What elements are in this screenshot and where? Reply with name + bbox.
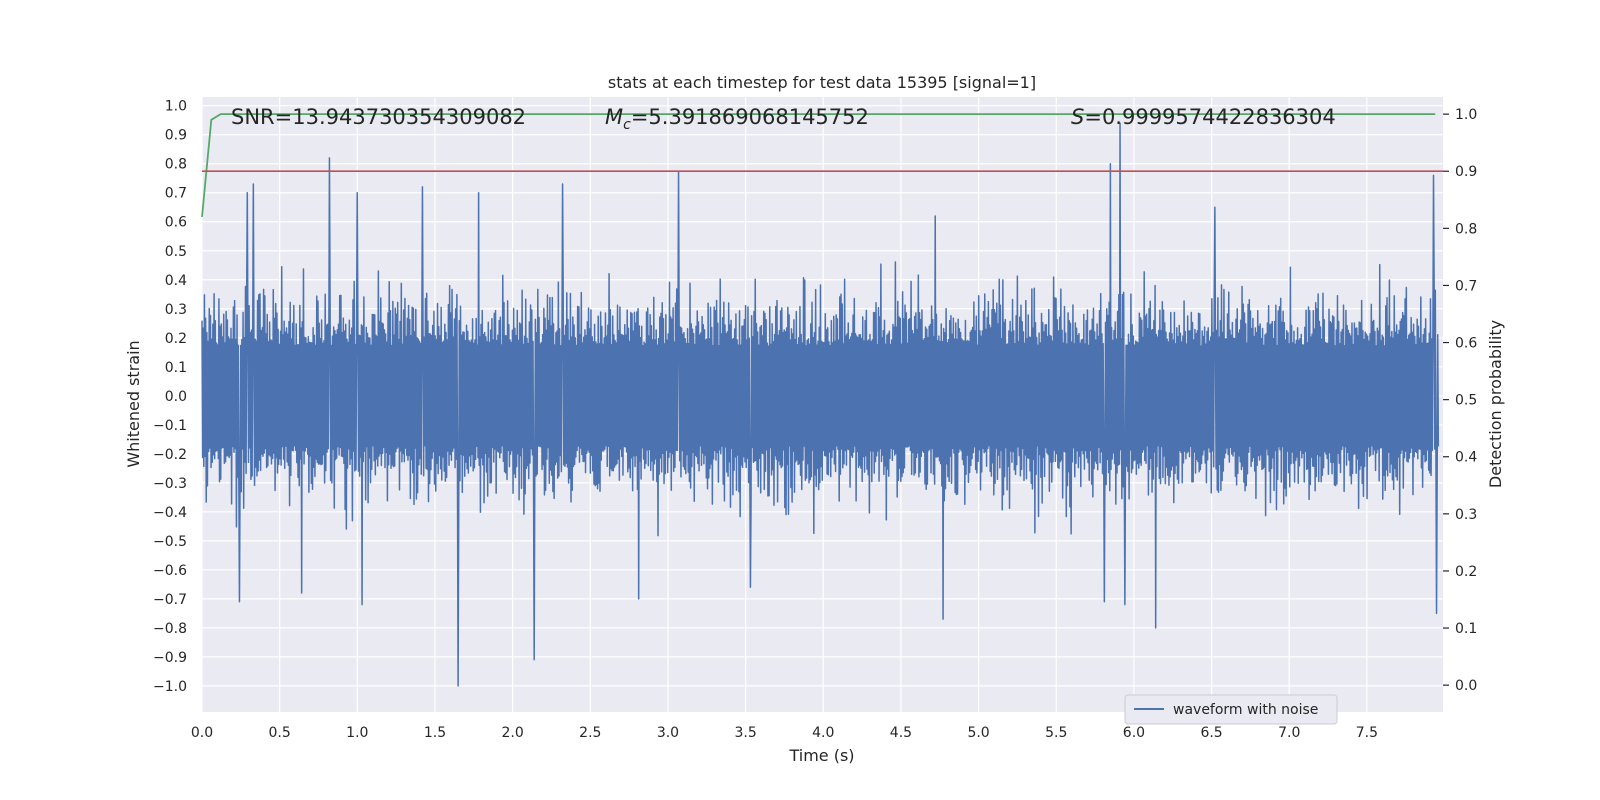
y-tick-label: 0.0 xyxy=(165,389,187,405)
series-detection-probability xyxy=(201,113,1436,218)
y-tick-label: 0.8 xyxy=(165,157,187,173)
chirp-mass-value: =5.391869068145752 xyxy=(631,105,869,129)
y-right-tick-label: 1.0 xyxy=(1455,107,1477,123)
y-right-tick-label: 0.4 xyxy=(1455,450,1477,466)
x-tick-label: 3.5 xyxy=(734,725,756,741)
chirp-mass-subscript: c xyxy=(623,117,631,133)
y-right-tick-label: 0.3 xyxy=(1455,507,1477,523)
y-axis-label: Whitened strain xyxy=(124,340,143,467)
y-tick-label: 0.3 xyxy=(165,302,187,318)
x-tick-label: 6.5 xyxy=(1200,725,1222,741)
y-tick-label: −0.5 xyxy=(153,534,187,550)
y-right-tick-label: 0.0 xyxy=(1455,678,1477,694)
detection-statistic-annotation: S=0.9999574422836304 xyxy=(1071,105,1336,129)
chirp-mass-symbol: M xyxy=(605,105,623,129)
y-tick-label: 0.1 xyxy=(165,360,187,376)
legend-label: waveform with noise xyxy=(1173,702,1318,718)
x-tick-label: 1.5 xyxy=(424,725,446,741)
x-tick-label: 7.5 xyxy=(1356,725,1378,741)
y-tick-label: 0.9 xyxy=(165,128,187,144)
y-tick-label: −0.7 xyxy=(153,592,187,608)
x-axis-ticks: 0.0 0.5 1.0 1.5 2.0 2.5 3.0 3.5 4.0 4.5 5.0 5.5 6.0 6… xyxy=(191,725,1378,741)
x-tick-label: 5.5 xyxy=(1045,725,1067,741)
x-tick-label: 4.0 xyxy=(812,725,834,741)
chart-title: stats at each timestep for test data 153… xyxy=(608,73,1036,92)
x-tick-label: 2.5 xyxy=(579,725,601,741)
series-waveform-with-noise xyxy=(201,122,1440,687)
y-tick-label: −0.9 xyxy=(153,650,187,666)
y-tick-label: 0.2 xyxy=(165,331,187,347)
x-tick-label: 1.0 xyxy=(346,725,368,741)
y-right-tick-label: 0.7 xyxy=(1455,278,1477,294)
x-tick-label: 6.0 xyxy=(1123,725,1145,741)
y-right-tick-label: 0.6 xyxy=(1455,336,1477,352)
chirp-mass-annotation: Mc=5.391869068145752 xyxy=(605,105,869,133)
y-right-tick-label: 0.9 xyxy=(1455,164,1477,180)
detection-statistic-value: =0.9999574422836304 xyxy=(1084,105,1335,129)
y-tick-label: −0.2 xyxy=(153,447,187,463)
x-tick-label: 4.5 xyxy=(890,725,912,741)
y-right-tick-label: 0.2 xyxy=(1455,564,1477,580)
y-tick-label: 0.7 xyxy=(165,186,187,202)
y-right-tick-label: 0.5 xyxy=(1455,393,1477,409)
x-tick-label: 2.0 xyxy=(502,725,524,741)
y-axis-right-label: Detection probability xyxy=(1486,320,1505,488)
x-tick-label: 0.5 xyxy=(269,725,291,741)
y-tick-label: −0.8 xyxy=(153,621,187,637)
legend: waveform with noise xyxy=(1124,694,1338,725)
y-axis-ticks: 1.0 0.9 0.8 0.7 0.6 0.5 0.4 0.3 0.2 0.1 0.0 −0.1 −0.… xyxy=(153,99,187,695)
y-tick-label: −1.0 xyxy=(153,679,187,695)
detection-statistic-symbol: S xyxy=(1071,105,1084,129)
y-right-tick-label: 0.1 xyxy=(1455,621,1477,637)
snr-annotation: SNR=13.943730354309082 xyxy=(231,105,526,129)
y-tick-label: −0.6 xyxy=(153,563,187,579)
y-tick-label: −0.3 xyxy=(153,476,187,492)
x-axis-label: Time (s) xyxy=(788,746,854,765)
x-tick-label: 0.0 xyxy=(191,725,213,741)
legend-box xyxy=(1124,694,1338,725)
x-tick-label: 3.0 xyxy=(657,725,679,741)
y-right-tick-label: 0.8 xyxy=(1455,221,1477,237)
series-layer xyxy=(201,113,1443,687)
y-tick-label: 0.5 xyxy=(165,244,187,260)
y-tick-label: 0.6 xyxy=(165,215,187,231)
y-tick-label: 1.0 xyxy=(165,99,187,115)
y-tick-label: 0.4 xyxy=(165,273,187,289)
x-tick-label: 5.0 xyxy=(967,725,989,741)
y-axis-right-ticks: 1.0 0.9 0.8 0.7 0.6 0.5 0.4 0.3 0.2 0.1 0.0 xyxy=(1443,107,1477,694)
y-tick-label: −0.4 xyxy=(153,505,187,521)
y-tick-label: −0.1 xyxy=(153,418,187,434)
x-tick-label: 7.0 xyxy=(1278,725,1300,741)
